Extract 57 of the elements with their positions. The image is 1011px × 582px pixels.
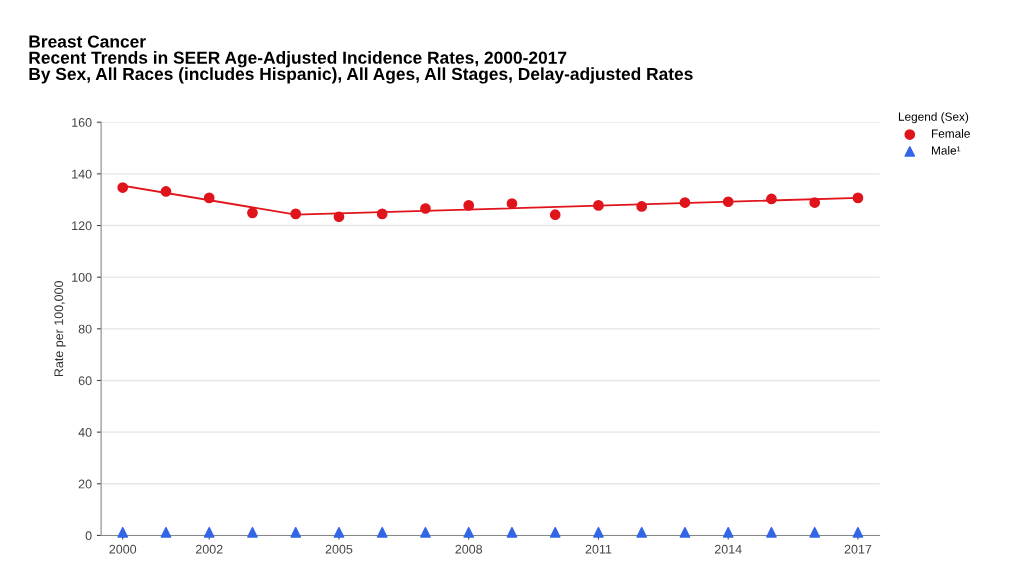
chart-title: Breast Cancer Recent Trends in SEER Age-Adjusted Incidence Rates, 2000-2017 By Sex, All Races (includes Hispanic), All Ages, All Stages, Delay-adjusted Rates (29, 35, 693, 84)
point (852, 526, 864, 538)
point (117, 182, 129, 193)
point (679, 526, 691, 538)
point (636, 526, 648, 538)
point (809, 526, 821, 538)
y-tick-label: 100 (72, 272, 92, 282)
legend-title: Legend (Sex) (898, 112, 969, 124)
point (506, 526, 518, 538)
point (203, 526, 215, 538)
point (290, 208, 302, 220)
point (766, 526, 777, 538)
y-axis-title: Rate per 100,000 (54, 281, 66, 377)
point (290, 526, 302, 538)
y-tick-label: 0 (85, 531, 92, 541)
point (593, 200, 604, 211)
y-tick-label: 140 (72, 169, 92, 179)
point (722, 526, 734, 538)
point (333, 526, 345, 538)
point (636, 201, 648, 212)
point (117, 526, 129, 538)
y-tick-label: 120 (72, 221, 92, 231)
point (722, 196, 734, 208)
legend-label: Female (932, 129, 970, 138)
point (506, 198, 518, 209)
y-tick-label: 40 (78, 427, 92, 437)
y-tick-label: 60 (78, 376, 92, 386)
y-tick-label: 160 (72, 118, 92, 127)
point (679, 197, 691, 208)
point (593, 526, 604, 538)
x-tick-label: 2017 (844, 544, 872, 554)
point (247, 526, 258, 538)
point (463, 200, 475, 211)
point (333, 211, 345, 223)
point (247, 207, 258, 219)
point (549, 526, 561, 538)
point (160, 526, 172, 538)
point (463, 526, 475, 538)
point (376, 526, 388, 538)
legend-label: Male¹ (932, 146, 961, 155)
point (420, 203, 431, 214)
point (549, 209, 561, 221)
point (766, 193, 777, 205)
point (809, 197, 821, 208)
x-tick-label: 2011 (585, 544, 612, 554)
point (160, 186, 172, 197)
point (203, 192, 215, 204)
point (420, 526, 431, 538)
x-tick-label: 2005 (325, 544, 353, 554)
y-tick-label: 20 (78, 479, 92, 489)
x-tick-label: 2002 (195, 544, 223, 554)
x-tick-label: 2000 (109, 544, 137, 554)
y-tick-label: 80 (78, 324, 92, 334)
x-tick-label: 2008 (455, 544, 483, 554)
x-tick-label: 2014 (714, 544, 742, 554)
point (852, 192, 864, 204)
point (376, 208, 388, 220)
